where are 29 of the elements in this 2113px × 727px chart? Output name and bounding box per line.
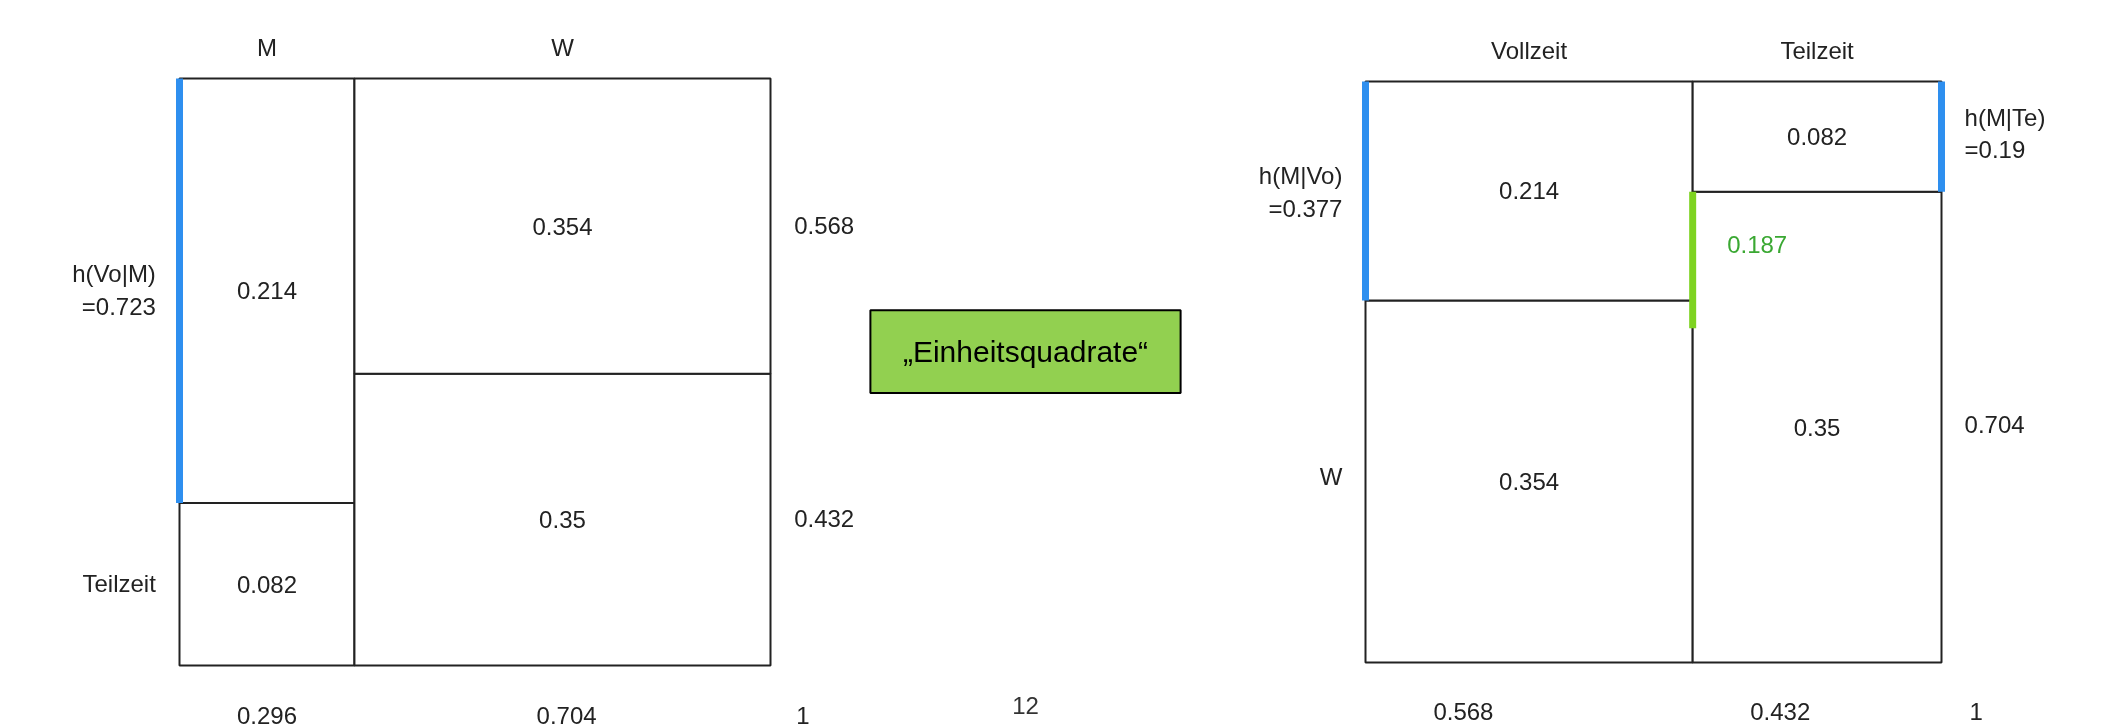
category-label: Teilzeit xyxy=(1780,37,1855,65)
text: 0.432 xyxy=(1750,698,1811,726)
data-label: 0.214 xyxy=(236,277,297,305)
text: h(M|Te) =0.19 xyxy=(1964,104,2046,164)
text: 0.568 xyxy=(794,211,855,239)
data-label: 0.354 xyxy=(1499,467,1560,495)
text: Teilzeit xyxy=(82,569,157,597)
data-label: 0.35 xyxy=(1793,413,1841,441)
text: W xyxy=(1319,463,1343,491)
category-label: Vollzeit xyxy=(1491,37,1568,65)
data-label: 0.082 xyxy=(1787,123,1848,151)
text: h(Vo|M) =0.723 xyxy=(72,260,156,320)
data-label: 0.214 xyxy=(1499,177,1560,205)
text: 0.704 xyxy=(1964,410,2025,438)
data-label: 0.354 xyxy=(532,212,593,240)
text: h(M|Vo) =0.377 xyxy=(1258,162,1343,222)
text: 1 xyxy=(796,701,810,727)
text: 0.187 xyxy=(1727,230,1788,258)
text: 0.704 xyxy=(536,701,597,727)
category-label: W xyxy=(551,33,575,61)
data-label: 0.35 xyxy=(539,506,586,534)
text: 12 xyxy=(1012,692,1039,720)
text: 0.568 xyxy=(1433,698,1494,726)
text: „Einheitsquadrate“ xyxy=(902,335,1149,369)
text: 0.432 xyxy=(794,505,855,533)
text: 1 xyxy=(1969,698,1983,726)
data-label: 0.082 xyxy=(236,570,297,598)
text: 0.296 xyxy=(236,701,297,727)
category-label: M xyxy=(256,33,277,61)
